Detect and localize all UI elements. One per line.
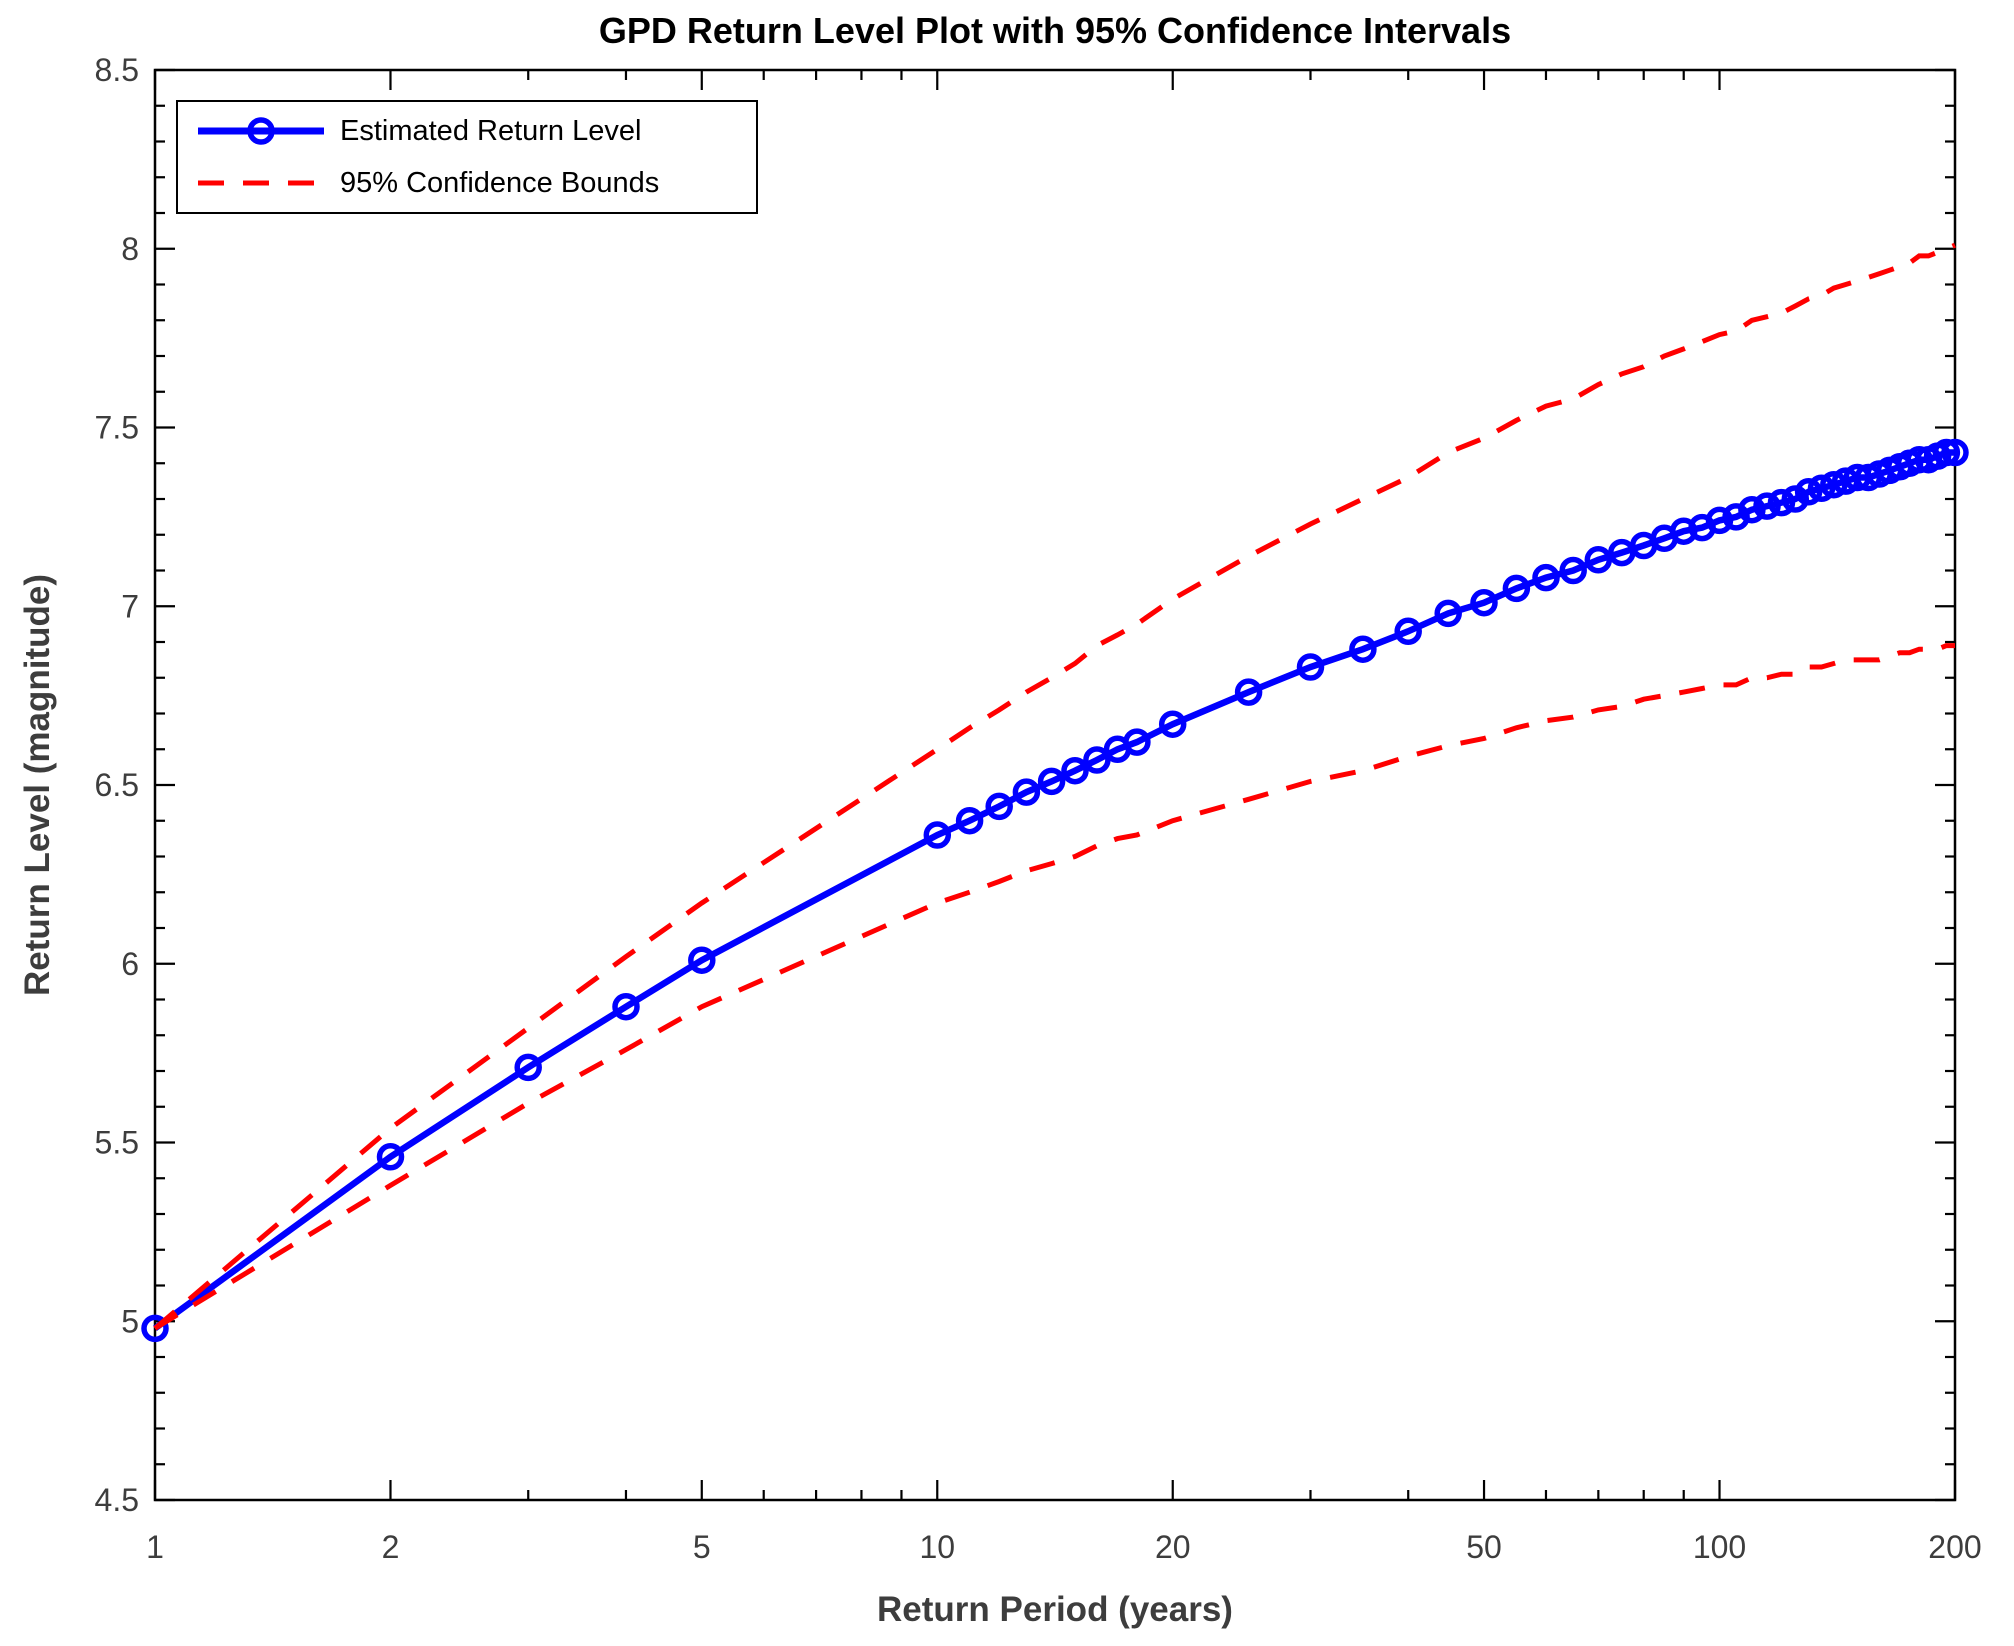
data-point-marker xyxy=(141,1314,169,1343)
y-tick-label: 7 xyxy=(121,588,139,624)
data-point-marker xyxy=(1502,574,1531,603)
data-point-marker xyxy=(1470,588,1498,617)
data-point-marker xyxy=(1781,485,1810,513)
data-point-marker xyxy=(1794,478,1823,506)
data-point-marker xyxy=(1158,710,1187,738)
x-tick-label: 50 xyxy=(1466,1529,1502,1565)
data-point-marker xyxy=(1394,617,1422,646)
legend-bounds-label: 95% Confidence Bounds xyxy=(340,166,660,199)
data-point-marker xyxy=(1532,563,1560,592)
legend-bounds-line-sample xyxy=(198,180,324,186)
data-point-marker xyxy=(1012,778,1041,806)
legend-box: Estimated Return Level 95% Confidence Bo… xyxy=(176,100,758,214)
data-point-marker xyxy=(955,806,984,835)
data-point-marker xyxy=(1753,492,1781,520)
data-point-marker xyxy=(1932,438,1961,467)
data-point-marker xyxy=(1767,488,1796,517)
y-axis-label: Return Level (magnitude) xyxy=(18,574,57,996)
y-tick-label: 7.5 xyxy=(95,410,139,446)
x-tick-label: 20 xyxy=(1155,1529,1191,1565)
x-axis-label: Return Period (years) xyxy=(877,1590,1233,1629)
legend-entry-bounds: 95% Confidence Bounds xyxy=(178,160,756,206)
x-tick-label: 200 xyxy=(1928,1529,1981,1565)
y-tick-label: 5 xyxy=(121,1303,139,1339)
data-point-marker xyxy=(1234,678,1263,706)
data-point-marker xyxy=(1296,653,1325,681)
data-point-marker xyxy=(1123,728,1151,756)
y-tick-label: 8 xyxy=(121,231,139,267)
data-point-marker xyxy=(1349,635,1377,663)
confidence-bound-upper-line xyxy=(153,242,1956,1331)
x-tick-label: 10 xyxy=(919,1529,955,1565)
data-point-marker xyxy=(1037,767,1066,796)
data-point-marker xyxy=(1941,438,1969,467)
data-point-marker xyxy=(1669,517,1698,545)
data-point-marker xyxy=(1434,599,1462,628)
y-tick-label: 6 xyxy=(121,946,139,982)
axes-frame xyxy=(153,68,1957,1502)
legend-circle-marker-icon xyxy=(247,117,275,145)
y-tick-label: 4.5 xyxy=(95,1482,139,1518)
data-point-marker xyxy=(1905,445,1933,474)
data-point-marker xyxy=(612,992,640,1021)
data-point-marker xyxy=(1083,746,1111,774)
legend-estimated-line-sample xyxy=(198,117,324,145)
data-point-marker xyxy=(1738,495,1766,524)
x-tick-label: 5 xyxy=(693,1529,711,1565)
x-tick-label: 100 xyxy=(1693,1529,1746,1565)
data-point-marker xyxy=(1559,556,1587,585)
data-point-marker xyxy=(923,821,952,849)
data-point-marker xyxy=(1061,756,1089,785)
y-tick-label: 6.5 xyxy=(95,767,139,803)
estimated-return-level-line xyxy=(153,449,1955,1332)
data-point-marker xyxy=(514,1053,542,1082)
y-tick-label: 8.5 xyxy=(95,52,139,88)
legend-estimated-label: Estimated Return Level xyxy=(340,114,642,147)
data-point-marker xyxy=(1584,546,1613,574)
confidence-bound-lower-line xyxy=(153,643,1955,1331)
y-tick-label: 5.5 xyxy=(95,1125,139,1161)
legend-entry-estimated: Estimated Return Level xyxy=(178,108,756,154)
data-point-marker xyxy=(985,792,1013,821)
chart-title: GPD Return Level Plot with 95% Confidenc… xyxy=(598,10,1512,51)
data-point-marker xyxy=(1807,474,1836,503)
data-point-marker xyxy=(1705,506,1734,535)
data-point-marker xyxy=(688,946,716,974)
data-point-marker xyxy=(1820,470,1848,499)
data-point-marker xyxy=(376,1143,405,1171)
x-tick-label: 1 xyxy=(146,1529,164,1565)
x-tick-label: 2 xyxy=(382,1529,400,1565)
